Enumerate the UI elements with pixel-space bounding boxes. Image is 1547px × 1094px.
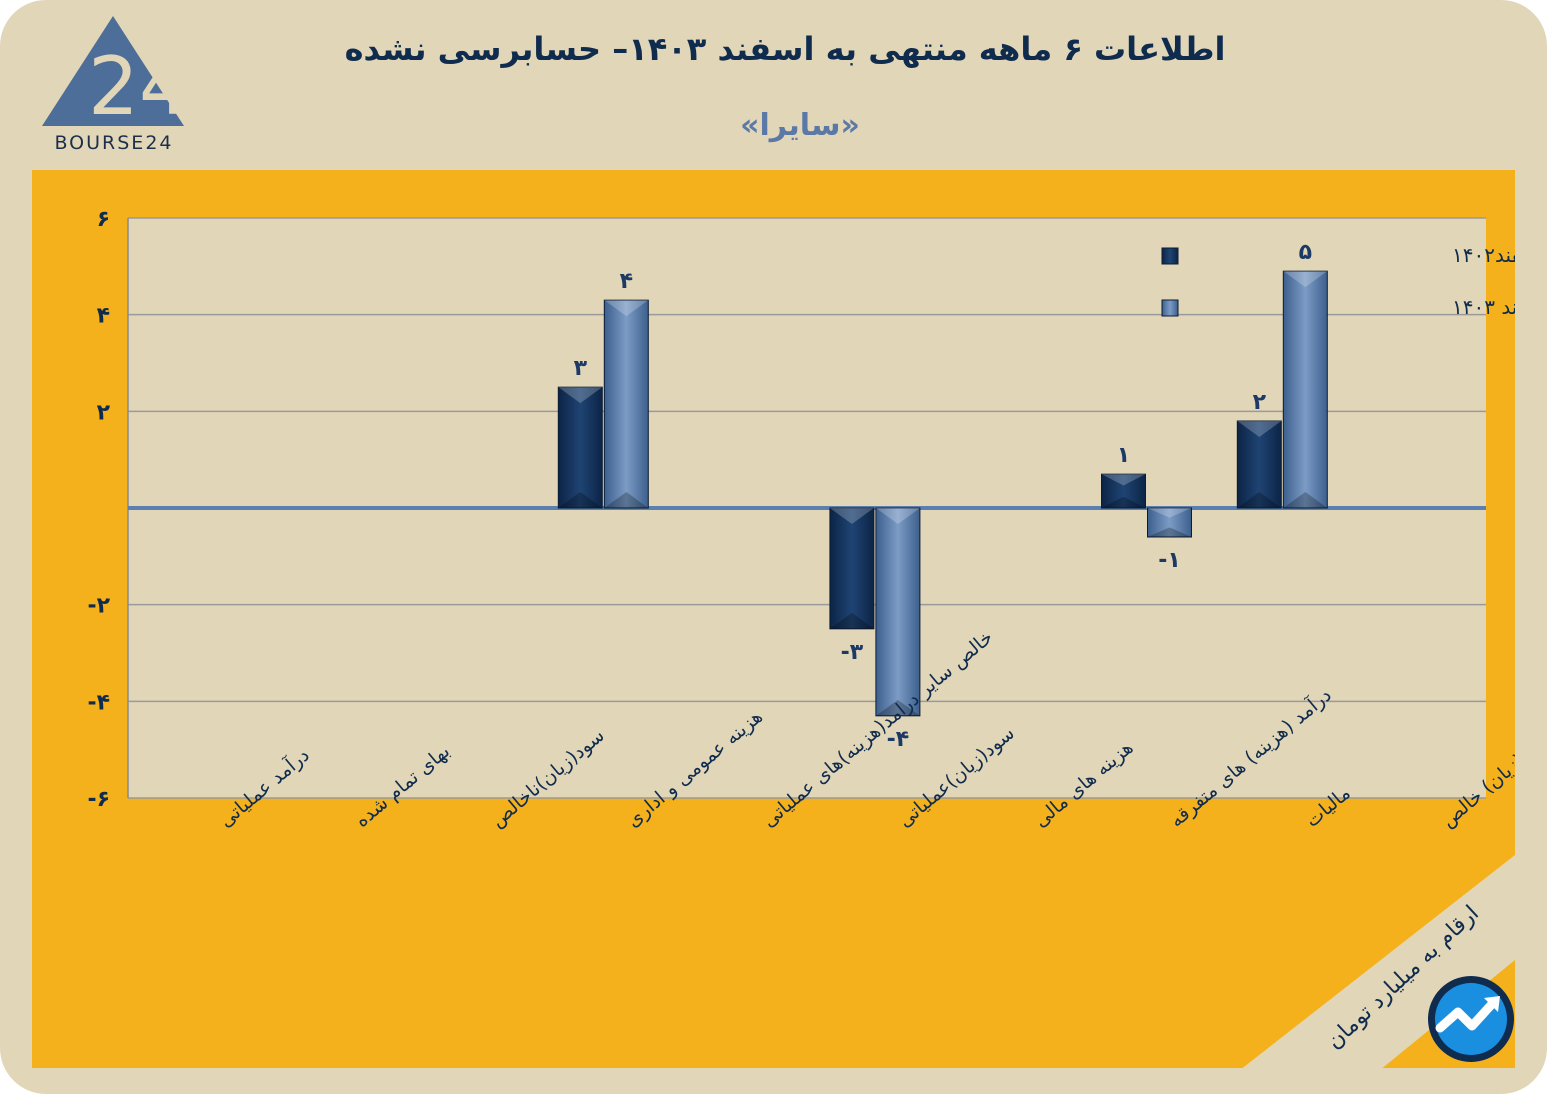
bar-data-label: ۲ [1253, 390, 1267, 415]
bar-1403 [603, 299, 649, 509]
legend-swatch [1161, 247, 1179, 265]
logo-mark: 24 [88, 40, 188, 133]
bar-1403 [875, 507, 921, 717]
y-tick-label: ۲ [97, 400, 111, 425]
bar-data-label: ۵ [1299, 240, 1312, 265]
legend-swatch [1161, 299, 1179, 317]
company-name: «سایرا» [740, 108, 860, 143]
bar-1402 [829, 507, 875, 630]
legend-item-1403: عملکرد منتهی به اسفند ۱۴۰۳ [1161, 295, 1515, 319]
y-tick-label: -۶ [87, 787, 110, 812]
bar-data-label: ۳ [574, 356, 588, 381]
bar-data-label: ۱ [1117, 443, 1130, 468]
trend-up-icon [1428, 976, 1514, 1062]
bar-1402 [1236, 420, 1282, 509]
chart-title: اطلاعات ۶ ماهه منتهی به اسفند ۱۴۰۳– حساب… [344, 30, 1226, 68]
bar-1403 [1147, 507, 1192, 538]
bourse24-logo-icon: 24 [42, 16, 188, 133]
legend-label: عملکرد منتهی به اسفند ۱۴۰۳ [1452, 295, 1515, 319]
bar-data-label: ۴ [620, 269, 633, 294]
y-tick-label: ۴ [97, 304, 110, 329]
legend-item-1402: عملکرد منتهی به اسفند۱۴۰۲ [1161, 243, 1515, 267]
bar-data-label: -۳ [841, 640, 864, 665]
bar-data-label: -۴ [887, 727, 910, 752]
y-tick-label: -۴ [87, 690, 110, 715]
unit-band [1240, 855, 1515, 1070]
legend-label: عملکرد منتهی به اسفند۱۴۰۲ [1452, 243, 1515, 267]
y-tick-label: -۲ [87, 594, 110, 619]
chart-panel: ۶ ۴ ۲ -۲ -۴ -۶ ۳ -۳ ۱ ۲ ۴ -۴ -۱ ۵ درآمد عملیاتی بهای ت… [32, 170, 1515, 1068]
bar-1402 [557, 386, 603, 509]
logo-text: BOURSE24 [54, 132, 174, 154]
bar-1402 [1101, 473, 1146, 509]
y-tick-label: ۶ [97, 207, 110, 232]
bar-1403 [1282, 270, 1328, 509]
bar-data-label: -۱ [1158, 548, 1181, 573]
